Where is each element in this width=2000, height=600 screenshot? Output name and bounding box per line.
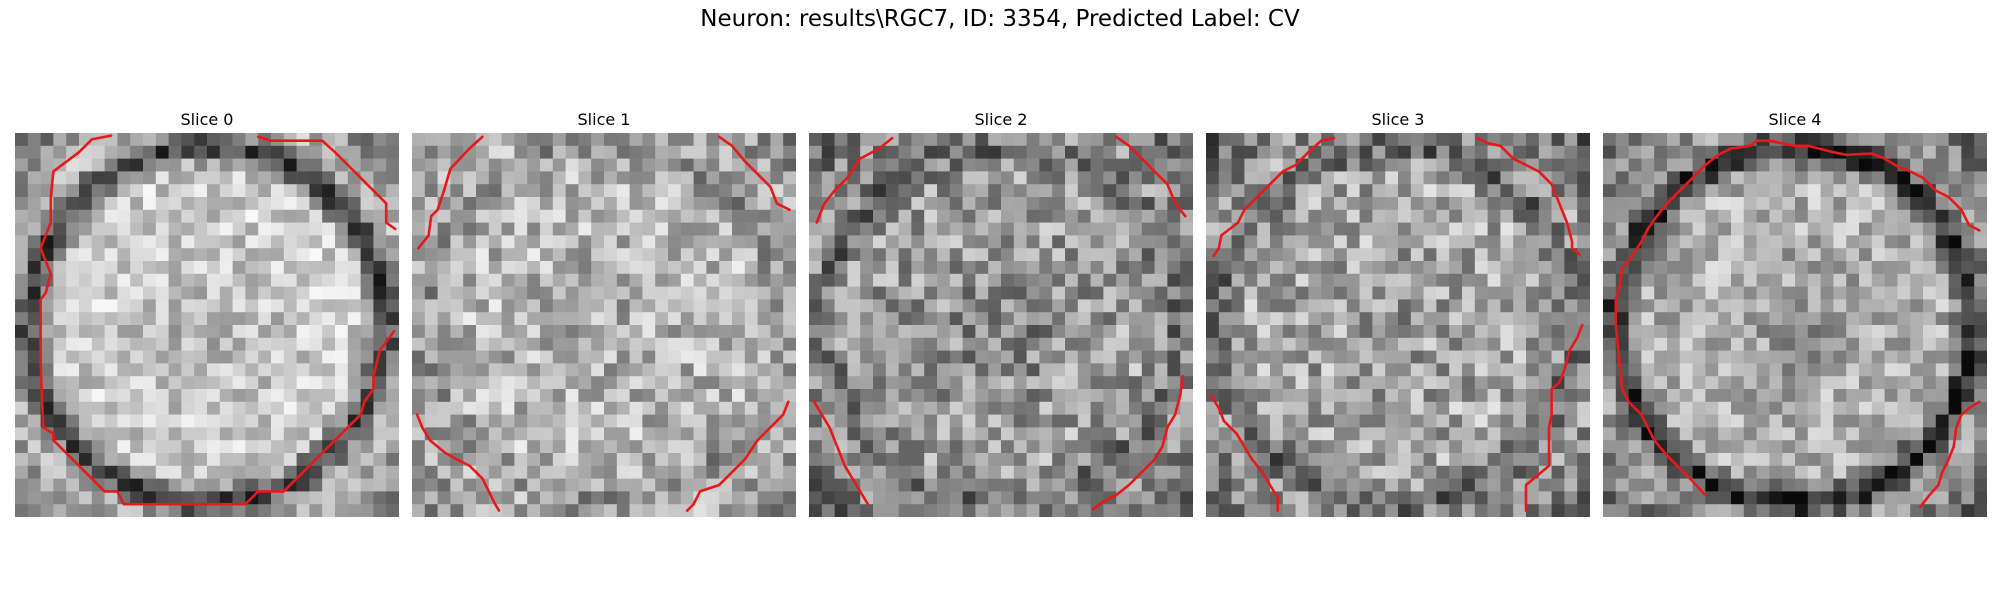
- slice-2-contour-0: [815, 136, 894, 224]
- slice-1-contour-1: [717, 135, 791, 212]
- slice-1-contour-2: [415, 413, 501, 512]
- slice-0-contour-0: [39, 134, 396, 506]
- slice-0-canvas: [15, 133, 399, 517]
- slice-2-contour-2: [812, 400, 870, 506]
- slice-1-contour-0: [417, 135, 484, 250]
- slice-2-canvas: [809, 133, 1193, 517]
- slice-1-canvas: [412, 133, 796, 517]
- slice-0-image: [15, 133, 399, 517]
- slice-4-contour-1: [1919, 400, 1981, 509]
- slice-3-contour-3: [1524, 323, 1584, 512]
- slice-1-contour-3: [685, 400, 790, 512]
- slice-3-image: [1206, 133, 1590, 517]
- slice-2-title: Slice 2: [974, 110, 1028, 129]
- slice-1-title: Slice 1: [577, 110, 631, 129]
- slice-3-contour-1: [1476, 136, 1582, 256]
- slice-4-title: Slice 4: [1768, 110, 1822, 129]
- slice-3-contour-0: [1212, 136, 1336, 258]
- slice-3-contour-2: [1209, 394, 1279, 512]
- slice-0-title: Slice 0: [180, 110, 234, 129]
- slice-2-contour-3: [1091, 374, 1185, 511]
- slice-2-contour-1: [1114, 135, 1187, 218]
- slice-0-contour-1: [256, 135, 397, 231]
- figure-title: Neuron: results\RGC7, ID: 3354, Predicte…: [700, 6, 1300, 32]
- slice-3-title: Slice 3: [1371, 110, 1425, 129]
- slice-4-image: [1603, 133, 1987, 517]
- slice-4-contour-0: [1614, 139, 1981, 497]
- slice-1-image: [412, 133, 796, 517]
- slice-4-canvas: [1603, 133, 1987, 517]
- slice-2-image: [809, 133, 1193, 517]
- slice-3-canvas: [1206, 133, 1590, 517]
